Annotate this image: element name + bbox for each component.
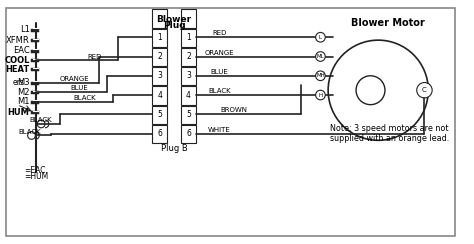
Text: =EAC: =EAC xyxy=(24,166,46,175)
Text: 5: 5 xyxy=(157,110,162,119)
FancyBboxPatch shape xyxy=(152,48,167,66)
FancyBboxPatch shape xyxy=(7,8,455,236)
Text: M3: M3 xyxy=(17,78,29,87)
Text: H: H xyxy=(319,92,322,98)
Text: ORANGE: ORANGE xyxy=(204,50,234,56)
FancyBboxPatch shape xyxy=(152,9,167,28)
Text: XFMR: XFMR xyxy=(6,36,29,45)
Text: HUM: HUM xyxy=(8,108,29,117)
Text: C: C xyxy=(422,87,427,93)
Circle shape xyxy=(316,71,325,81)
Text: 1: 1 xyxy=(186,33,191,42)
FancyBboxPatch shape xyxy=(181,106,196,124)
Text: BLACK: BLACK xyxy=(30,117,53,123)
Text: Note: 3 speed motors are not
supplied with an orange lead.: Note: 3 speed motors are not supplied wi… xyxy=(330,124,449,143)
FancyBboxPatch shape xyxy=(181,29,196,47)
Text: ML: ML xyxy=(317,54,324,59)
Circle shape xyxy=(316,32,325,42)
Text: Plug B: Plug B xyxy=(161,144,187,153)
FancyBboxPatch shape xyxy=(181,9,196,28)
Text: EAC: EAC xyxy=(13,46,29,55)
Text: M2: M2 xyxy=(17,88,29,97)
Text: RED: RED xyxy=(87,53,101,60)
Text: BLACK: BLACK xyxy=(18,129,41,135)
Text: Blower Motor: Blower Motor xyxy=(351,18,425,28)
Text: RED: RED xyxy=(212,30,227,36)
Text: =HUM: =HUM xyxy=(24,173,48,181)
Text: BLUE: BLUE xyxy=(210,69,228,75)
Text: 3: 3 xyxy=(186,71,191,80)
Circle shape xyxy=(316,52,325,61)
Text: BLACK: BLACK xyxy=(73,95,96,101)
Text: BLUE: BLUE xyxy=(71,85,89,91)
Text: 2: 2 xyxy=(186,52,191,61)
FancyBboxPatch shape xyxy=(152,86,167,105)
FancyBboxPatch shape xyxy=(152,67,167,85)
FancyBboxPatch shape xyxy=(152,125,167,143)
Text: L1: L1 xyxy=(20,25,29,34)
FancyBboxPatch shape xyxy=(152,29,167,47)
Text: BLACK: BLACK xyxy=(208,88,231,94)
Circle shape xyxy=(316,90,325,100)
Text: ORANGE: ORANGE xyxy=(60,76,90,82)
Text: L: L xyxy=(319,35,322,40)
FancyBboxPatch shape xyxy=(181,48,196,66)
Text: Plug: Plug xyxy=(163,21,185,30)
Text: 6: 6 xyxy=(157,129,162,138)
Text: M1: M1 xyxy=(17,97,29,106)
Text: HEAT: HEAT xyxy=(5,64,29,73)
Text: 2: 2 xyxy=(157,52,162,61)
Circle shape xyxy=(417,82,432,98)
FancyBboxPatch shape xyxy=(181,67,196,85)
Text: 3: 3 xyxy=(157,71,162,80)
Text: Blower: Blower xyxy=(156,15,191,24)
Text: WHITE: WHITE xyxy=(208,127,231,133)
Text: BROWN: BROWN xyxy=(220,107,247,113)
Text: MH: MH xyxy=(316,73,325,78)
FancyBboxPatch shape xyxy=(181,86,196,105)
Text: 1: 1 xyxy=(157,33,162,42)
Text: COOL: COOL xyxy=(4,56,29,65)
FancyBboxPatch shape xyxy=(152,106,167,124)
Text: 4: 4 xyxy=(157,91,162,100)
FancyBboxPatch shape xyxy=(181,125,196,143)
Text: 5: 5 xyxy=(186,110,191,119)
Text: 4: 4 xyxy=(186,91,191,100)
Text: 6: 6 xyxy=(186,129,191,138)
Text: ers: ers xyxy=(12,78,24,87)
